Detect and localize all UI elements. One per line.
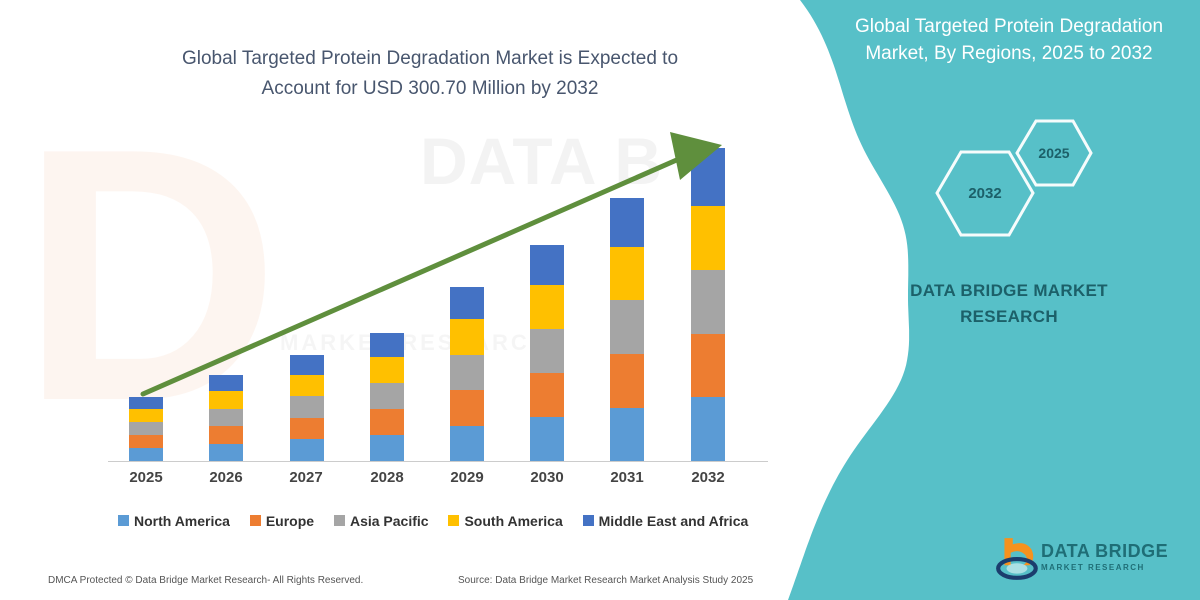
svg-text:2032: 2032 <box>968 185 1001 202</box>
svg-text:2025: 2025 <box>1038 145 1069 161</box>
